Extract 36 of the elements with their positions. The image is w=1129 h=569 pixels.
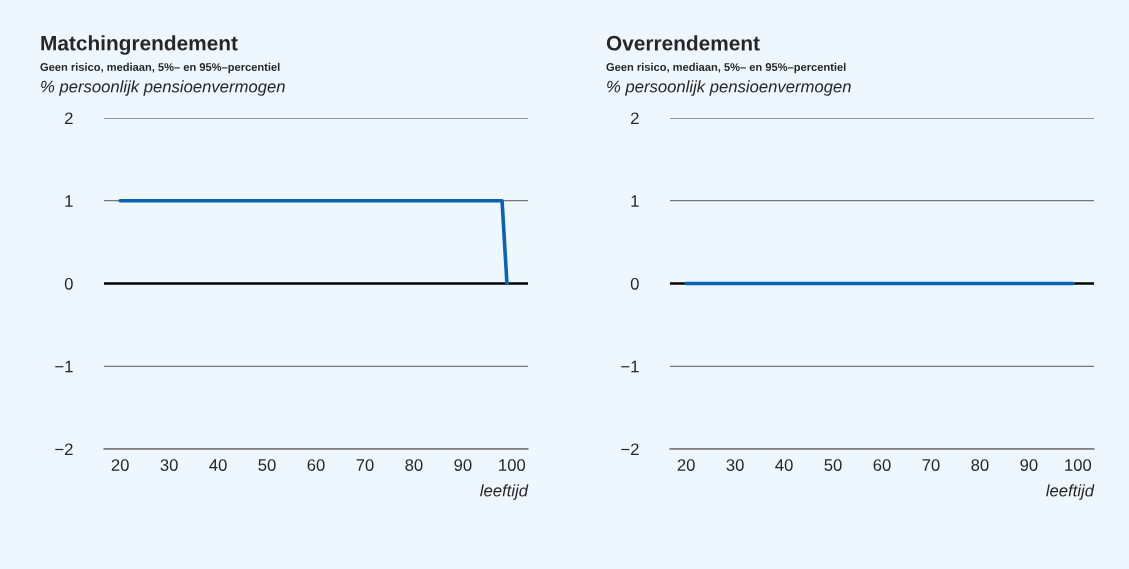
chart-title: Matchingrendement — [41, 35, 238, 55]
x-tick-label: 90 — [454, 459, 472, 471]
y-axis-title: % persoonlijk pensioenvermogen — [41, 80, 285, 96]
x-tick-label: 100 — [1065, 459, 1092, 471]
x-tick-label: 90 — [1020, 459, 1038, 471]
y-tick-label: 1 — [631, 195, 639, 207]
x-tick-label: 30 — [726, 459, 744, 471]
y-tick-label: −1 — [621, 360, 639, 373]
x-tick-label: 80 — [405, 459, 423, 471]
y-tick-label: 2 — [65, 112, 73, 125]
y-tick-label: 2 — [631, 112, 639, 125]
chart-subtitle: Geen risico, mediaan, 5%– en 95%–percentiel — [40, 62, 280, 74]
x-tick-label: 50 — [824, 459, 842, 471]
y-tick-label: −1 — [55, 360, 73, 373]
x-tick-label: 20 — [677, 459, 695, 471]
x-axis-title: leeftijd — [1046, 484, 1095, 500]
x-axis-title: leeftijd — [480, 484, 529, 500]
chart-title: Overrendement — [606, 35, 760, 51]
y-tick-label: −2 — [621, 443, 639, 456]
x-tick-label: 60 — [873, 459, 891, 471]
y-tick-label: 1 — [65, 195, 73, 207]
x-tick-label: 50 — [258, 459, 276, 471]
x-tick-label: 40 — [775, 459, 793, 471]
x-tick-label: 80 — [971, 459, 989, 471]
x-tick-label: 100 — [499, 459, 526, 471]
y-tick-label: −2 — [55, 443, 73, 456]
x-tick-label: 70 — [922, 459, 940, 471]
x-tick-label: 60 — [307, 459, 325, 471]
y-tick-label: 0 — [630, 277, 639, 290]
y-axis-title: % persoonlijk pensioenvermogen — [607, 80, 851, 96]
y-tick-label: 0 — [64, 277, 73, 290]
x-tick-label: 40 — [209, 459, 227, 471]
chart-subtitle: Geen risico, mediaan, 5%– en 95%–percentiel — [606, 62, 846, 74]
x-tick-label: 70 — [356, 459, 374, 471]
x-tick-label: 20 — [111, 459, 129, 471]
x-tick-label: 30 — [160, 459, 178, 471]
